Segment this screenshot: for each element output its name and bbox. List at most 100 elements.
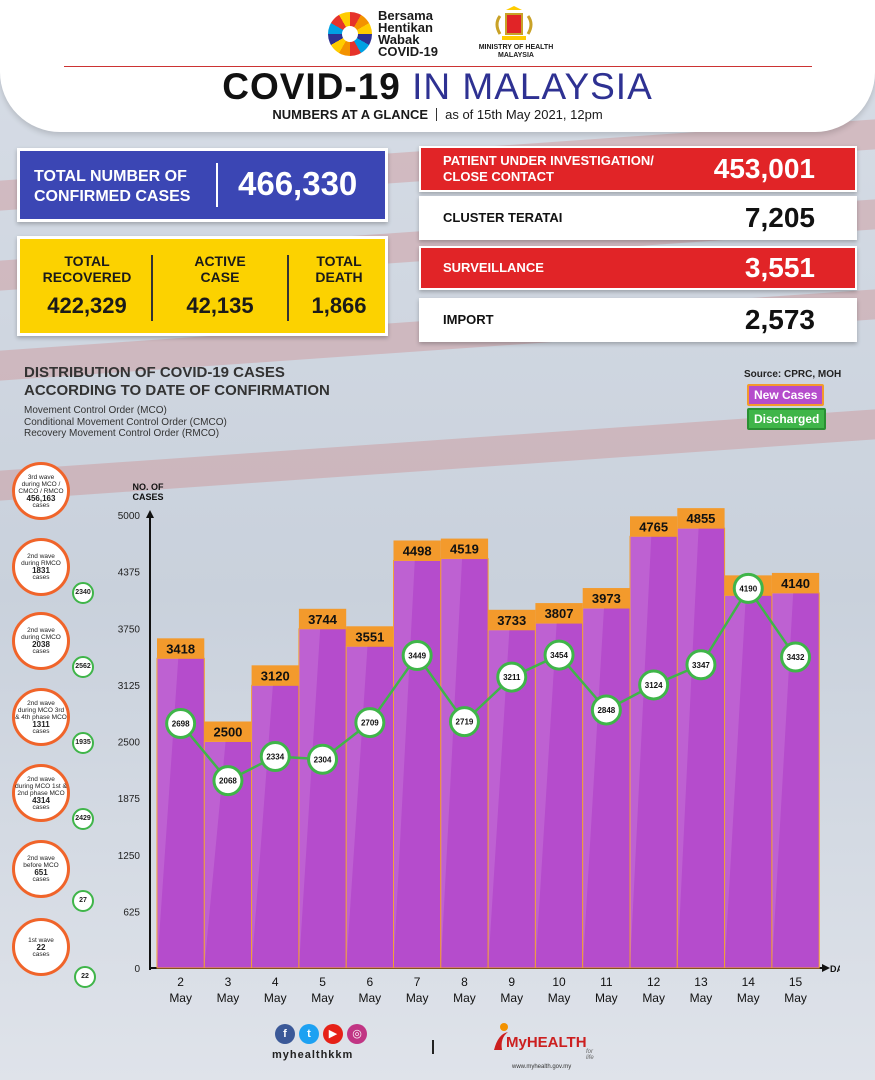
wave-label: 2nd wave xyxy=(15,855,67,862)
bar-value-label: 3120 xyxy=(261,668,290,683)
youtube-icon[interactable]: ▶ xyxy=(323,1024,343,1044)
label-line: ACTIVE xyxy=(162,253,278,269)
subtitle-date: as of 15th May 2021, 12pm xyxy=(445,107,603,122)
y-tick-label: 1875 xyxy=(118,794,141,805)
discharged-value-label: 3454 xyxy=(550,651,568,660)
wave-circle: 1st wave 22 cases xyxy=(12,918,70,976)
chart-title-line: ACCORDING TO DATE OF CONFIRMATION xyxy=(24,382,330,400)
surveillance-box: SURVEILLANCE 3,551 xyxy=(419,246,857,290)
label-line: TOTAL NUMBER OF xyxy=(34,167,214,187)
title-part2: IN MALAYSIA xyxy=(412,66,653,107)
wave-discharged-badge: 22 xyxy=(74,966,96,988)
x-tick-label: May xyxy=(548,991,571,1005)
discharged-value-label: 2719 xyxy=(456,718,474,727)
wave-circle: 2nd wave before MCO 651 cases xyxy=(12,840,70,898)
wave-cases: 22 xyxy=(15,944,67,951)
x-tick-label: 3 xyxy=(225,975,232,989)
legend-new-cases: New Cases xyxy=(747,384,824,406)
chart-title: DISTRIBUTION OF COVID-19 CASES ACCORDING… xyxy=(24,364,330,400)
cluster-label: CLUSTER TERATAI xyxy=(443,210,562,226)
total-confirmed-value: 466,330 xyxy=(238,165,357,203)
wave-label: 2nd wave xyxy=(15,553,67,560)
x-tick-label: 11 xyxy=(600,975,613,989)
x-tick-label: May xyxy=(690,991,713,1005)
ministry-line: MINISTRY OF HEALTH xyxy=(470,44,562,52)
wave-discharged-badge: 27 xyxy=(72,890,94,912)
bar-value-label: 4140 xyxy=(781,576,810,591)
x-tick-label: 10 xyxy=(552,975,566,989)
x-tick-label: 9 xyxy=(508,975,515,989)
wave-label: during MCO 1st & xyxy=(15,783,67,790)
sunburst-icon xyxy=(328,12,372,56)
wave-unit: cases xyxy=(15,574,67,581)
label-line: RECOVERED xyxy=(32,269,142,285)
active-value: 42,135 xyxy=(162,293,278,319)
bar-value-label: 4765 xyxy=(639,519,668,534)
x-tick-label: 14 xyxy=(742,975,756,989)
x-tick-label: May xyxy=(311,991,334,1005)
ministry-label: MINISTRY OF HEALTH MALAYSIA xyxy=(470,44,562,60)
chart-notes: Movement Control Order (MCO) Conditional… xyxy=(24,405,227,440)
cluster-value: 7,205 xyxy=(745,202,815,234)
page-subtitle: NUMBERS AT A GLANCE as of 15th May 2021, … xyxy=(0,107,875,122)
campaign-logo-line: COVID-19 xyxy=(378,46,438,58)
wave-discharged-badge: 2429 xyxy=(72,808,94,830)
wave-label: 2nd wave xyxy=(15,627,67,634)
recovered-value: 422,329 xyxy=(32,293,142,319)
wave-unit: cases xyxy=(15,951,67,958)
x-tick-label: May xyxy=(500,991,523,1005)
chart-note: Movement Control Order (MCO) xyxy=(24,405,227,417)
discharged-value-label: 2698 xyxy=(172,720,190,729)
twitter-icon[interactable]: t xyxy=(299,1024,319,1044)
wave-label: during MCO 3rd xyxy=(15,707,67,714)
chart-title-line: DISTRIBUTION OF COVID-19 CASES xyxy=(24,364,330,382)
wave-label: during MCO / xyxy=(15,481,67,488)
y-tick-label: 0 xyxy=(134,964,140,975)
legend-discharged: Discharged xyxy=(747,408,826,430)
discharged-value-label: 2068 xyxy=(219,777,237,786)
discharged-value-label: 3211 xyxy=(503,673,521,682)
wave-circle: 2nd wave during RMCO 1831 cases xyxy=(12,538,70,596)
facebook-icon[interactable]: f xyxy=(275,1024,295,1044)
bar-value-label: 4519 xyxy=(450,542,479,557)
bar-value-label: 3973 xyxy=(592,591,621,606)
wave-label: 3rd wave xyxy=(15,474,67,481)
pui-box: PATIENT UNDER INVESTIGATION/CLOSE CONTAC… xyxy=(419,146,857,192)
label-line: CLOSE CONTACT xyxy=(443,169,654,185)
active-stat: ACTIVE CASE 42,135 xyxy=(162,253,278,319)
wave-discharged-badge: 1935 xyxy=(72,732,94,754)
wave-cases: 1831 xyxy=(15,567,67,574)
x-tick-label: May xyxy=(784,991,807,1005)
wave-unit: cases xyxy=(15,876,67,883)
y-tick-label: 4375 xyxy=(118,568,141,579)
bar-value-label: 4498 xyxy=(403,543,432,558)
x-tick-label: 4 xyxy=(272,975,279,989)
discharged-value-label: 3124 xyxy=(645,681,663,690)
wave-cases: 456,163 xyxy=(15,495,67,502)
x-tick-label: May xyxy=(359,991,382,1005)
x-tick-label: May xyxy=(169,991,192,1005)
myhealth-brand: MyHEALTH xyxy=(506,1034,587,1051)
header-card: Bersama Hentikan Wabak COVID-19 MINISTRY… xyxy=(0,0,875,132)
x-tick-label: 13 xyxy=(694,975,708,989)
y-tick-label: 1250 xyxy=(118,851,141,862)
wave-label: 2nd wave xyxy=(15,700,67,707)
bar-value-label: 3744 xyxy=(308,612,338,627)
x-axis-arrow xyxy=(822,964,830,972)
social-handle[interactable]: myhealthkkm xyxy=(272,1049,353,1061)
bar-value-label: 3418 xyxy=(166,641,195,656)
wave-label: 2nd wave xyxy=(15,776,67,783)
x-tick-label: May xyxy=(406,991,429,1005)
x-tick-label: 8 xyxy=(461,975,468,989)
wave-unit: cases xyxy=(15,648,67,655)
y-tick-label: 5000 xyxy=(118,511,141,522)
myhealth-url[interactable]: www.myhealth.gov.my xyxy=(512,1064,571,1070)
import-value: 2,573 xyxy=(745,304,815,336)
x-tick-label: May xyxy=(453,991,476,1005)
wave-cases: 651 xyxy=(15,869,67,876)
bar-value-label: 2500 xyxy=(213,725,242,740)
instagram-icon[interactable]: ◎ xyxy=(347,1024,367,1044)
label-line: CONFIRMED CASES xyxy=(34,187,214,207)
wave-discharged-badge: 2562 xyxy=(72,656,94,678)
x-tick-label: May xyxy=(264,991,287,1005)
